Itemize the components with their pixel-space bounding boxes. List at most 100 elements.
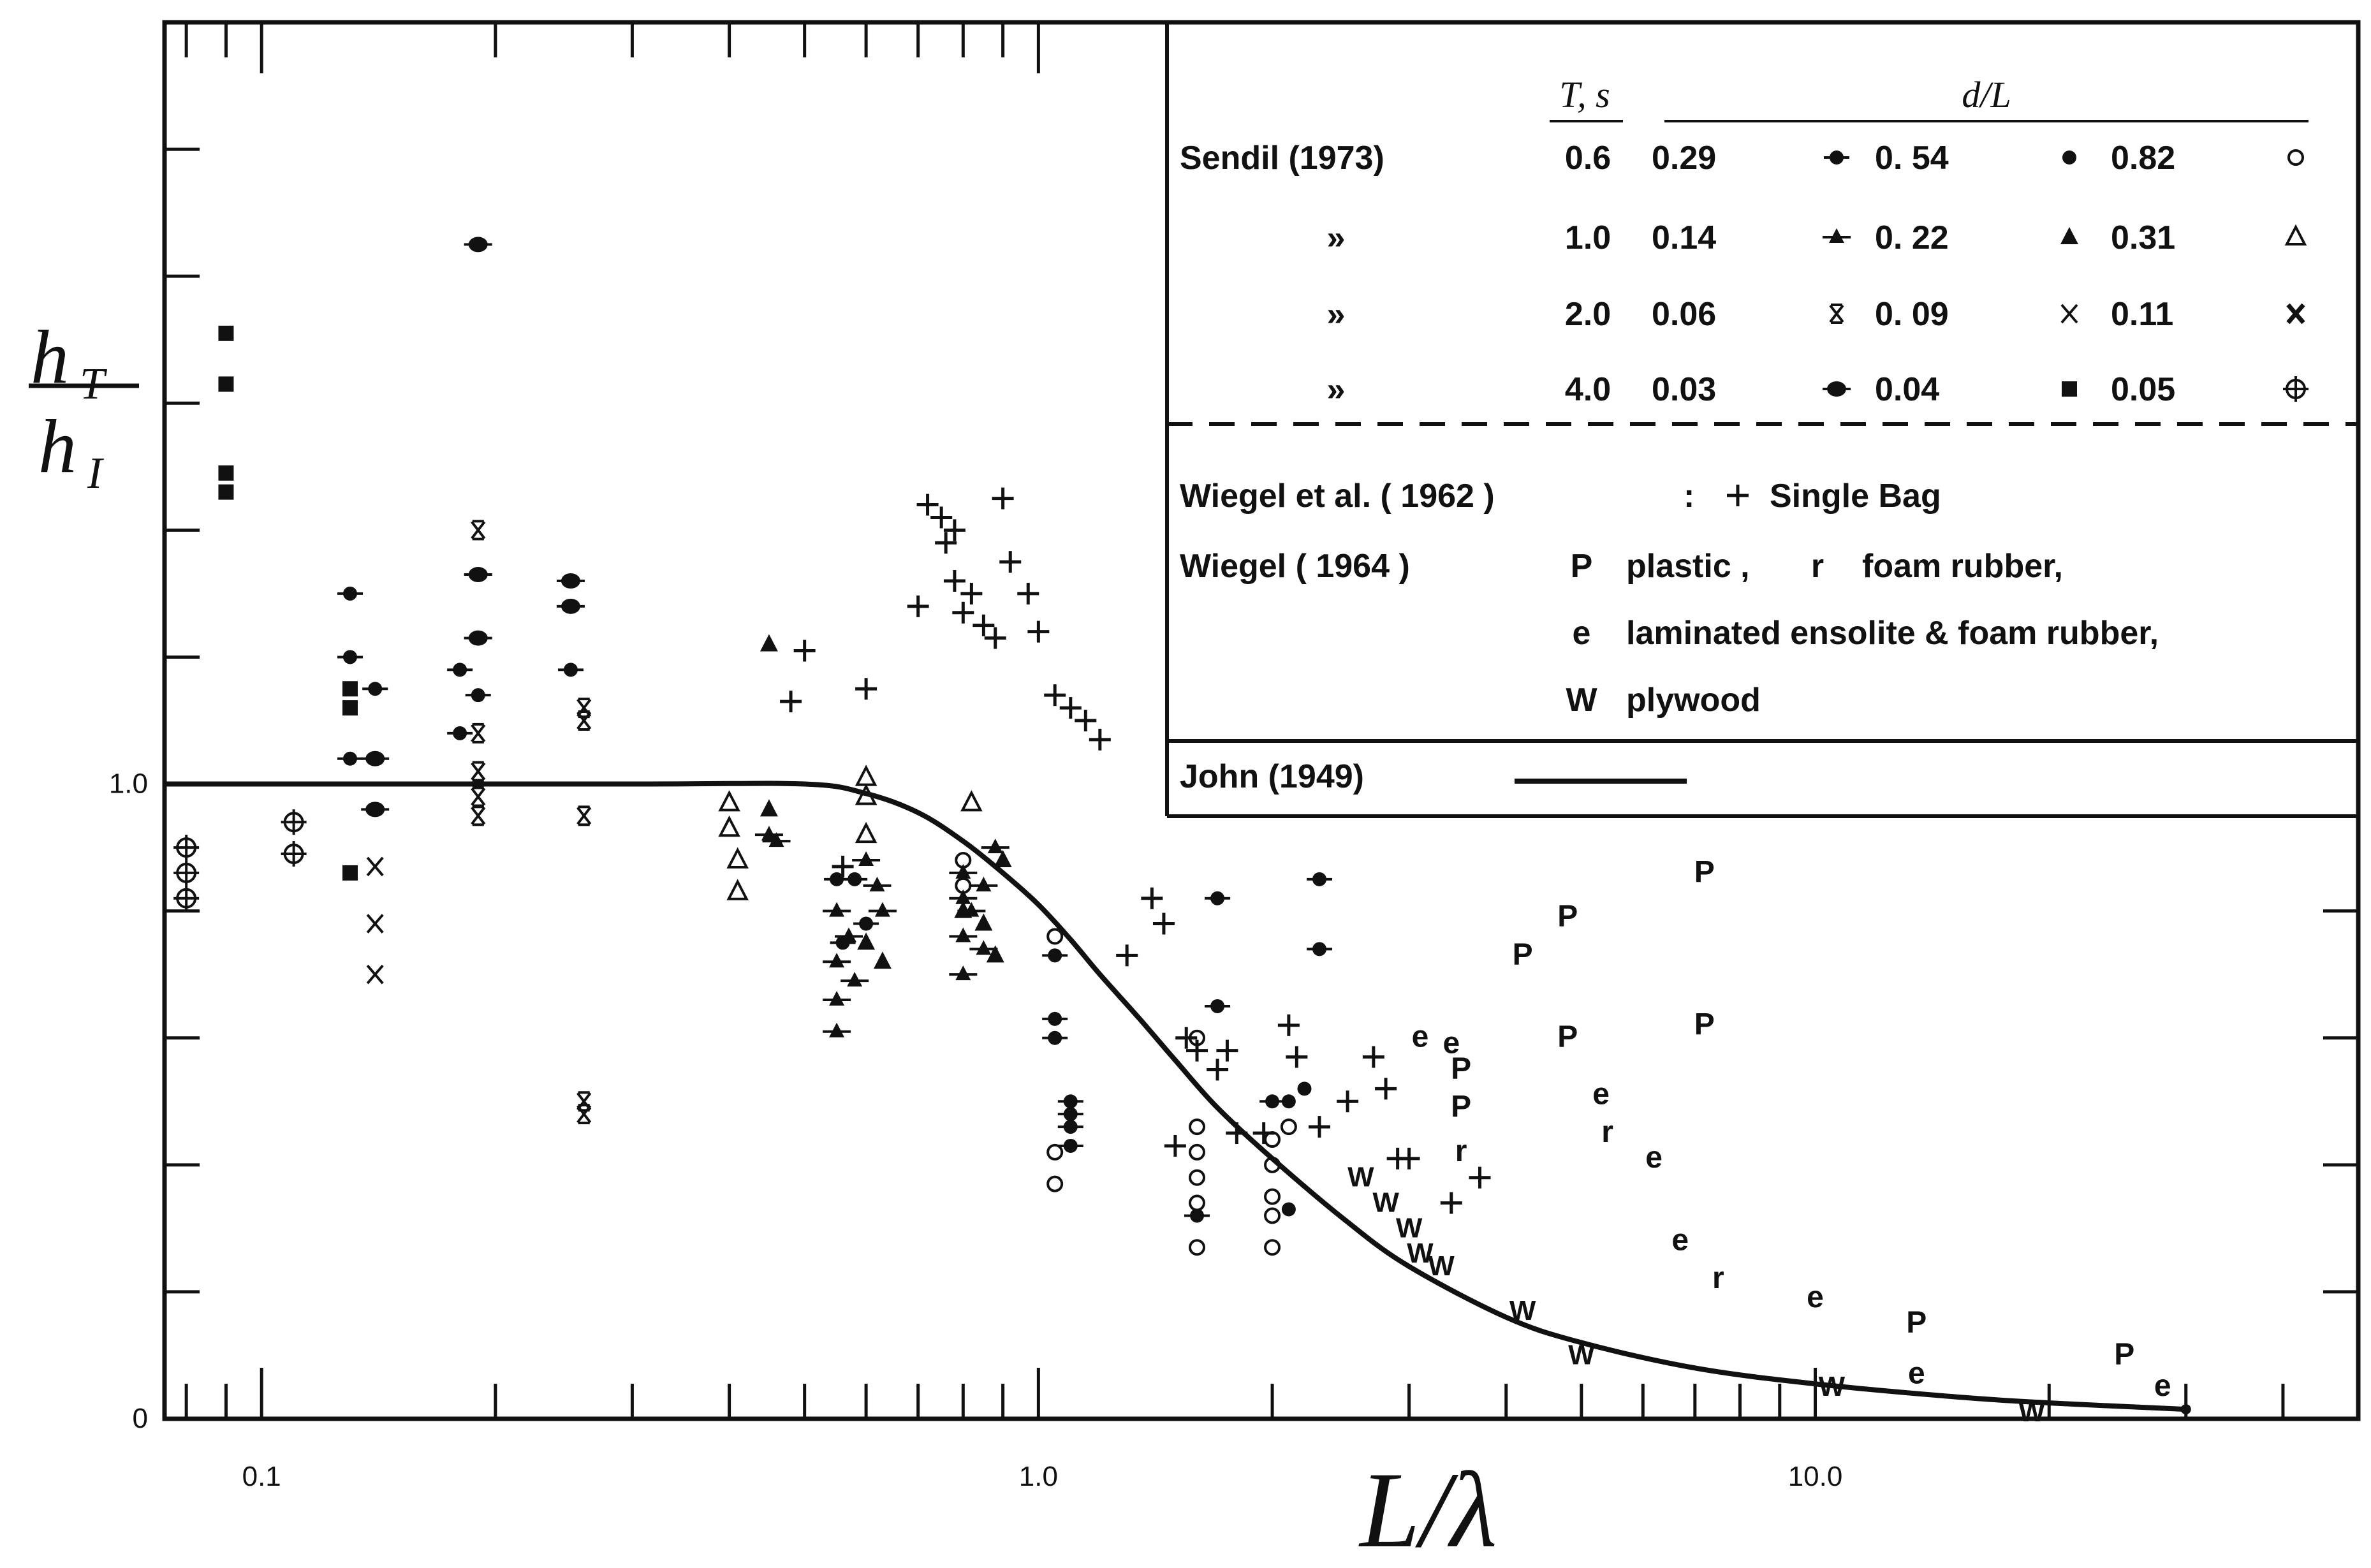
data-point-plus xyxy=(973,614,995,636)
legend-depth-ratio: 0. 22 xyxy=(1875,219,1949,256)
data-point-tri-plus xyxy=(868,902,897,917)
data-point-hex xyxy=(361,751,390,766)
svg-text:W: W xyxy=(1428,1250,1455,1282)
legend-wiegel-1962-label: Wiegel et al. ( 1962 ) xyxy=(1180,478,1495,515)
data-point-tri-plus xyxy=(840,972,869,987)
data-point-tri xyxy=(857,932,876,950)
data-point-hex xyxy=(464,630,492,646)
data-point-circle-open xyxy=(1264,1156,1281,1173)
legend-depth-ratio: 0.82 xyxy=(2111,140,2175,177)
svg-text:e: e xyxy=(1592,1077,1610,1111)
legend-john-label: John (1949) xyxy=(1180,758,1364,795)
svg-text:e: e xyxy=(1645,1141,1663,1175)
data-point-diamond-dot xyxy=(1307,942,1333,956)
data-point-diamond-dot xyxy=(1205,891,1231,905)
data-point-e: e xyxy=(1592,1077,1610,1111)
data-point-tri-open xyxy=(960,790,983,812)
x-tick-label: 1.0 xyxy=(1019,1461,1058,1492)
svg-text:P: P xyxy=(1694,1007,1715,1041)
data-point-hex xyxy=(361,802,390,817)
legend-w-marker: W xyxy=(1566,682,1597,719)
data-point-tri-plus xyxy=(949,965,978,981)
svg-text:W: W xyxy=(1372,1187,1399,1219)
data-point-square xyxy=(342,865,358,881)
data-point-plus xyxy=(1116,944,1138,967)
data-point-plus xyxy=(943,570,965,592)
data-point-tri-plus xyxy=(823,902,851,917)
legend-e-marker: e xyxy=(1573,615,1591,652)
x-axis-title: L/λ xyxy=(1358,1450,1497,1568)
data-point-plus xyxy=(984,627,1006,649)
data-point-e: e xyxy=(1442,1027,1460,1060)
data-point-plus xyxy=(1017,582,1039,604)
data-point-P: P xyxy=(1557,900,1578,934)
data-point-hex xyxy=(556,573,585,589)
series-tri-open xyxy=(718,765,983,900)
data-point-diamond-dot xyxy=(1307,872,1333,886)
data-point-diamond-dot xyxy=(1042,1030,1068,1045)
series-tri-plus xyxy=(754,826,1009,1037)
data-point-tri-open xyxy=(718,815,740,837)
svg-text:P: P xyxy=(1557,1020,1578,1054)
data-point-plus xyxy=(1286,1046,1308,1068)
legend-p-desc: plastic , xyxy=(1626,548,1750,585)
data-point-e: e xyxy=(1671,1223,1689,1257)
data-point-plus xyxy=(1186,1039,1208,1062)
svg-text:e: e xyxy=(1442,1027,1460,1060)
data-point-circle-plus xyxy=(2283,376,2309,402)
data-point-square xyxy=(218,376,234,392)
legend-background xyxy=(1167,22,2358,816)
data-point-diamond-dot xyxy=(1057,1138,1083,1153)
legend-depth-ratio: 0.06 xyxy=(1652,296,1716,333)
data-point-diamond-dot xyxy=(337,751,363,766)
data-point-x xyxy=(366,964,384,985)
data-point-diamond-dot xyxy=(1042,948,1068,963)
data-point-W: W xyxy=(1819,1371,1846,1402)
data-point-tri xyxy=(986,945,1004,963)
data-point-W: W xyxy=(1568,1339,1595,1370)
svg-text:W: W xyxy=(1819,1371,1846,1402)
svg-text:P: P xyxy=(1557,900,1578,934)
data-point-diamond-dot xyxy=(1057,1120,1083,1134)
svg-text:e: e xyxy=(1908,1356,1925,1390)
legend-depth-ratio: 0.14 xyxy=(1652,219,1716,256)
data-point-dot xyxy=(1281,1094,1296,1109)
data-point-circle-open xyxy=(1280,1118,1297,1136)
data-point-plus xyxy=(793,640,816,662)
data-point-tri-open xyxy=(2284,224,2307,245)
data-point-tri-open xyxy=(726,847,749,868)
data-point-x-tick xyxy=(576,1104,592,1125)
legend-period: 2.0 xyxy=(1565,296,1611,333)
legend-ditto-mark: » xyxy=(1327,371,1346,408)
data-point-diamond-dot xyxy=(1259,1094,1286,1109)
data-point-diamond-dot xyxy=(1205,999,1231,1013)
legend-header-dL: d/L xyxy=(1962,74,2011,115)
data-point-plus xyxy=(1440,1192,1462,1214)
legend-ditto-mark: » xyxy=(1327,296,1346,333)
data-point-x-tick xyxy=(576,805,592,826)
data-point-circle-open xyxy=(1264,1188,1281,1205)
legend-depth-ratio: 0. 09 xyxy=(1875,296,1949,333)
svg-text:P: P xyxy=(1694,855,1715,889)
data-point-circle-open xyxy=(1046,928,1064,945)
y-tick-label: 0 xyxy=(133,1403,148,1434)
svg-text:W: W xyxy=(1407,1238,1434,1269)
john-1949-curve xyxy=(165,780,2186,1412)
x-tick-label: 0.1 xyxy=(242,1461,281,1492)
data-point-tri-plus xyxy=(834,927,863,942)
data-point-square xyxy=(342,700,358,716)
data-point-diamond-dot xyxy=(1824,150,1849,165)
svg-text:W: W xyxy=(1347,1162,1374,1193)
data-point-plus xyxy=(1375,1078,1397,1100)
data-point-W: W xyxy=(1407,1238,1434,1269)
data-point-circle-open xyxy=(1264,1207,1281,1224)
legend-period: 4.0 xyxy=(1565,371,1611,408)
data-point-hex xyxy=(464,237,492,253)
legend-depth-ratio: 0.11 xyxy=(2111,296,2173,333)
data-point-tri xyxy=(2060,227,2078,244)
data-point-P: P xyxy=(2114,1337,2134,1371)
data-point-tri-plus xyxy=(981,839,1009,854)
